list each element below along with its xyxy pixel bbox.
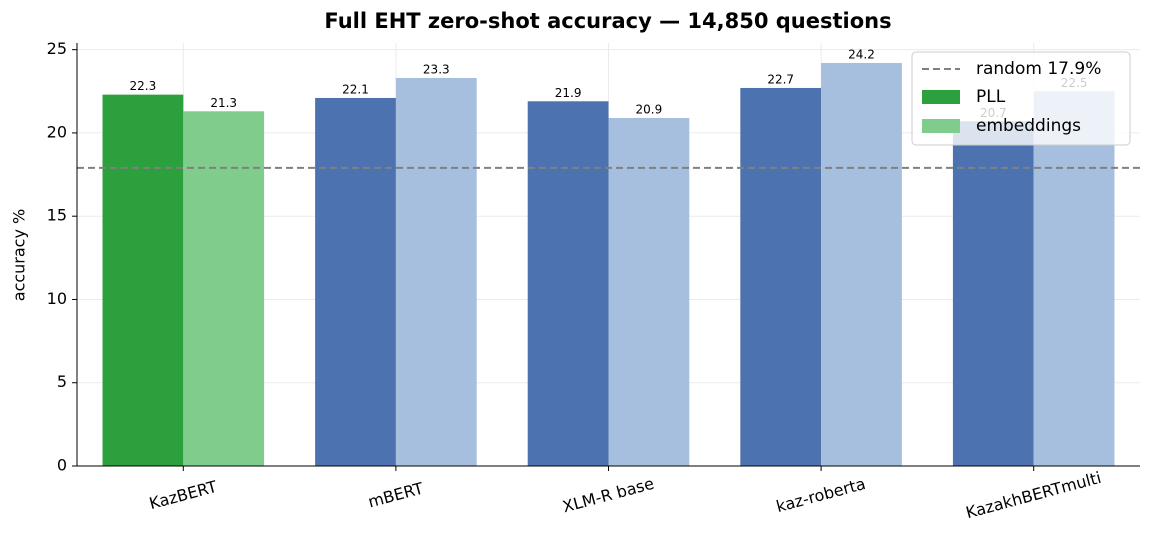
x-tick-label: KazBERT — [147, 477, 219, 513]
chart-title: Full EHT zero-shot accuracy — 14,850 que… — [324, 9, 891, 33]
data-label: 22.7 — [767, 72, 794, 86]
legend-box — [911, 51, 1131, 146]
bar — [1033, 91, 1115, 466]
data-label: 24.2 — [848, 47, 875, 61]
x-tick-label: XLM-R base — [560, 474, 656, 517]
data-label: 20.9 — [636, 102, 663, 116]
bar — [952, 121, 1034, 466]
bar — [740, 87, 822, 466]
legend-label: embeddings — [976, 116, 1081, 136]
x-tick-label: mBERT — [366, 479, 426, 512]
x-tick-label: kaz-roberta — [774, 474, 867, 516]
bar — [608, 117, 690, 466]
data-label: 22.1 — [342, 82, 369, 96]
y-tick-label: 20 — [47, 122, 67, 141]
data-label: 21.3 — [210, 96, 237, 110]
bar — [527, 101, 609, 466]
legend-swatch — [922, 119, 960, 133]
y-tick-label: 5 — [57, 372, 67, 391]
bar — [821, 62, 902, 466]
bar — [102, 94, 184, 467]
y-tick-label: 10 — [47, 289, 67, 308]
data-label: 22.3 — [130, 79, 157, 93]
bar — [183, 111, 265, 466]
x-tick-label: KazakhBERTmulti — [964, 468, 1103, 522]
bar — [395, 77, 477, 466]
y-tick-label: 15 — [47, 206, 67, 225]
bar — [315, 97, 396, 466]
legend-label: PLL — [976, 87, 1006, 107]
y-axis-label: accuracy % — [10, 209, 29, 301]
data-label: 21.9 — [555, 86, 582, 100]
legend-label: random 17.9% — [976, 59, 1101, 79]
legend-swatch — [922, 90, 960, 104]
y-tick-label: 0 — [57, 456, 67, 475]
data-label: 23.3 — [423, 62, 450, 76]
y-tick-label: 25 — [47, 39, 67, 58]
